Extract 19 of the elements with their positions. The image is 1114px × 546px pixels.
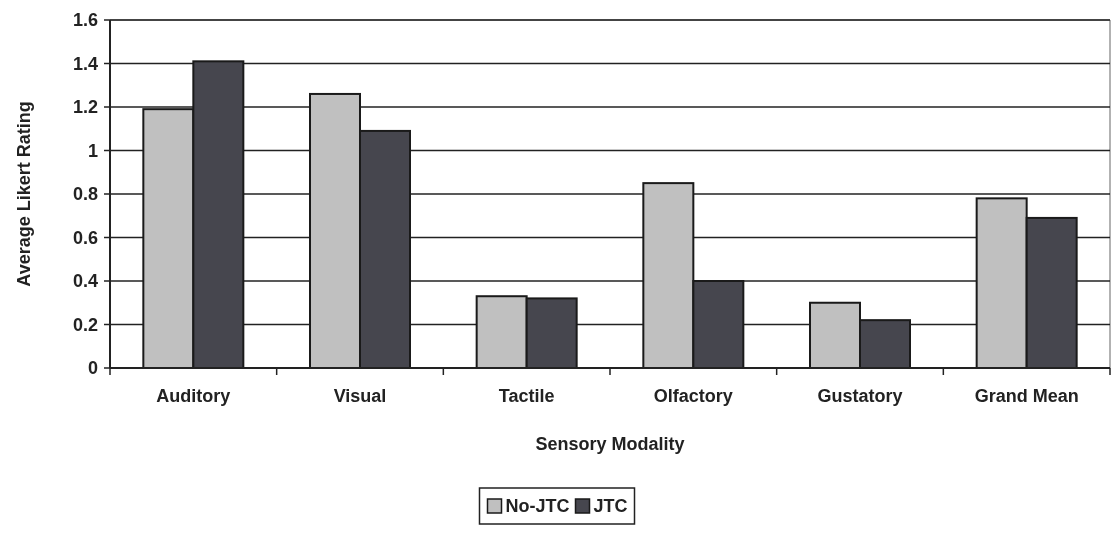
x-tick-label: Auditory: [156, 386, 231, 406]
y-tick-label: 0: [87, 358, 98, 379]
y-tick-label: 1: [87, 140, 98, 161]
x-tick-label: Visual: [333, 386, 387, 406]
y-tick-label: 1.2: [72, 97, 98, 118]
x-tick-label: Tactile: [498, 386, 555, 406]
x-tick-label: Gustatory: [817, 386, 903, 406]
x-tick-label: Olfactory: [653, 386, 733, 406]
x-tick-label: Grand Mean: [974, 386, 1079, 406]
y-tick-label: 0.6: [72, 227, 98, 248]
y-tick-label: 0.2: [72, 314, 98, 335]
y-tick-label: 1.6: [72, 10, 98, 31]
x-axis-title: Sensory Modality: [535, 434, 685, 454]
y-tick-label: 1.4: [72, 53, 98, 74]
y-tick-label: 0.4: [72, 271, 98, 292]
legend-label: No-JTC: [505, 496, 570, 517]
y-axis-title: Average Likert Rating: [14, 101, 34, 287]
y-tick-label: 0.8: [72, 184, 98, 205]
legend-label: JTC: [593, 496, 628, 517]
